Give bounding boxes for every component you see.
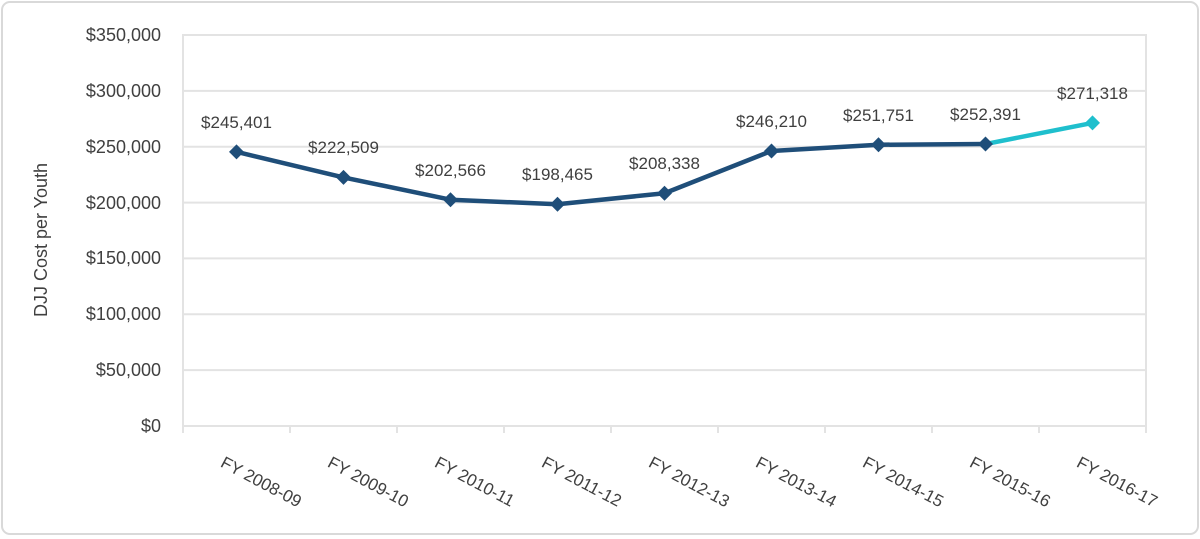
data-label: $202,566 bbox=[415, 160, 486, 180]
data-label: $252,391 bbox=[950, 105, 1021, 125]
line-segment bbox=[876, 141, 988, 148]
plot-area bbox=[182, 34, 1147, 433]
data-point-marker bbox=[443, 192, 458, 208]
data-point-marker bbox=[336, 169, 351, 185]
data-point-marker bbox=[764, 143, 779, 159]
y-tick-label: $200,000 bbox=[85, 192, 161, 213]
y-tick-label: $50,000 bbox=[95, 360, 161, 381]
data-label: $222,509 bbox=[308, 138, 379, 158]
data-label: $208,338 bbox=[629, 154, 700, 174]
line-segment bbox=[555, 191, 667, 207]
y-tick-label: $300,000 bbox=[85, 80, 161, 101]
data-point-marker bbox=[1085, 115, 1100, 131]
y-tick-label: $100,000 bbox=[85, 304, 161, 325]
y-tick-label: $250,000 bbox=[85, 136, 161, 157]
data-label: $251,751 bbox=[843, 105, 914, 125]
y-tick-label: $350,000 bbox=[85, 25, 161, 45]
line-segment bbox=[448, 197, 560, 207]
data-point-marker bbox=[229, 144, 244, 160]
y-tick-label: $150,000 bbox=[85, 248, 161, 269]
plot-border bbox=[182, 34, 1147, 427]
data-point-marker bbox=[657, 185, 672, 201]
data-label: $271,318 bbox=[1057, 83, 1128, 103]
line-segment bbox=[662, 148, 774, 196]
data-point-marker bbox=[978, 136, 993, 152]
line-segment bbox=[234, 149, 346, 180]
line-segment bbox=[341, 175, 453, 202]
line-segment bbox=[769, 142, 881, 154]
data-point-marker bbox=[871, 137, 886, 153]
y-tick-label: $0 bbox=[140, 416, 161, 436]
data-point-marker bbox=[550, 196, 565, 212]
line-segment bbox=[983, 120, 1095, 147]
data-label: $245,401 bbox=[201, 112, 272, 132]
data-label: $198,465 bbox=[522, 165, 593, 185]
data-label: $246,210 bbox=[736, 111, 807, 131]
